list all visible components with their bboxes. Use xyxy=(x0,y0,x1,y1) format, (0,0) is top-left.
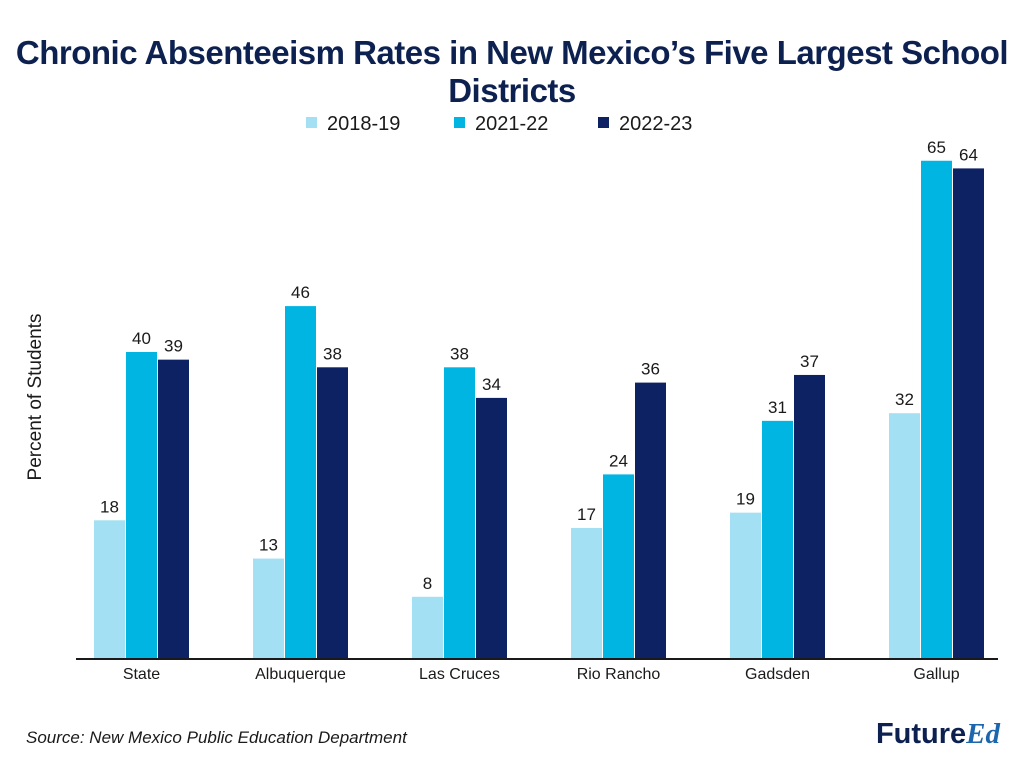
futureed-logo: FutureEd xyxy=(876,718,1000,751)
bar-albuquerque-2018-19 xyxy=(253,558,284,658)
x-tick-rio-rancho: Rio Rancho xyxy=(577,666,661,683)
data-label-las-cruces-2022-23: 34 xyxy=(482,375,501,394)
bar-albuquerque-2021-22 xyxy=(285,306,316,658)
chart-title: Chronic Absenteeism Rates in New Mexico’… xyxy=(15,34,1009,109)
data-label-state-2021-22: 40 xyxy=(132,329,151,348)
data-label-gadsden-2022-23: 37 xyxy=(800,352,819,371)
source-note: Source: New Mexico Public Education Depa… xyxy=(26,728,407,747)
bar-gadsden-2018-19 xyxy=(730,512,761,658)
bar-gallup-2018-19 xyxy=(889,413,920,658)
x-tick-state: State xyxy=(123,666,160,683)
bar-las-cruces-2018-19 xyxy=(412,596,443,658)
data-label-las-cruces-2021-22: 38 xyxy=(450,344,469,363)
data-label-albuquerque-2018-19: 13 xyxy=(259,536,278,555)
legend-label-2018-19: 2018-19 xyxy=(327,113,400,135)
data-label-rio-rancho-2022-23: 36 xyxy=(641,360,660,379)
data-label-albuquerque-2021-22: 46 xyxy=(291,283,310,302)
chart-data-labels: 18 40 39 13 46 38 8 38 34 17 24 36 19 31 37 32 65 64 xyxy=(100,138,978,593)
x-tick-gallup: Gallup xyxy=(913,666,959,683)
data-label-state-2018-19: 18 xyxy=(100,497,119,516)
legend-label-2022-23: 2022-23 xyxy=(619,113,692,135)
brand-main: Future xyxy=(875,718,967,750)
y-axis-title: Percent of Students xyxy=(25,314,46,481)
chart-bars xyxy=(94,160,984,658)
data-label-gallup-2018-19: 32 xyxy=(895,390,914,409)
bar-gallup-2022-23 xyxy=(953,168,984,658)
legend-swatch-2022-23 xyxy=(598,117,609,128)
bar-state-2021-22 xyxy=(126,352,157,658)
bar-rio-rancho-2018-19 xyxy=(571,527,602,658)
bar-las-cruces-2022-23 xyxy=(476,397,507,658)
chart-legend: 2018-19 2021-22 2022-23 xyxy=(306,113,692,135)
x-axis-ticks: State Albuquerque Las Cruces Rio Rancho Gads… xyxy=(123,666,960,683)
data-label-gallup-2021-22: 65 xyxy=(927,138,946,157)
data-label-gadsden-2018-19: 19 xyxy=(736,490,755,509)
brand-accent: Ed xyxy=(966,718,1000,750)
legend-label-2021-22: 2021-22 xyxy=(475,113,548,135)
x-tick-albuquerque: Albuquerque xyxy=(255,666,346,683)
bar-albuquerque-2022-23 xyxy=(317,367,348,658)
data-label-albuquerque-2022-23: 38 xyxy=(323,344,342,363)
bar-rio-rancho-2021-22 xyxy=(603,474,634,658)
bar-rio-rancho-2022-23 xyxy=(635,382,666,658)
data-label-gadsden-2021-22: 31 xyxy=(768,398,787,417)
bar-las-cruces-2021-22 xyxy=(444,367,475,658)
bar-state-2022-23 xyxy=(158,359,189,658)
bar-gadsden-2021-22 xyxy=(762,420,793,658)
data-label-rio-rancho-2018-19: 17 xyxy=(577,505,596,524)
data-label-las-cruces-2018-19: 8 xyxy=(423,574,432,593)
x-tick-gadsden: Gadsden xyxy=(745,666,810,683)
y-axis-title-group: Percent of Students xyxy=(25,314,46,481)
bar-gadsden-2022-23 xyxy=(794,374,825,658)
data-label-gallup-2022-23: 64 xyxy=(959,145,978,164)
data-label-rio-rancho-2021-22: 24 xyxy=(609,451,628,470)
data-label-state-2022-23: 39 xyxy=(164,337,183,356)
bar-gallup-2021-22 xyxy=(921,160,952,658)
legend-swatch-2021-22 xyxy=(454,117,465,128)
bar-state-2018-19 xyxy=(94,520,125,658)
legend-swatch-2018-19 xyxy=(306,117,317,128)
x-tick-las-cruces: Las Cruces xyxy=(419,666,500,683)
